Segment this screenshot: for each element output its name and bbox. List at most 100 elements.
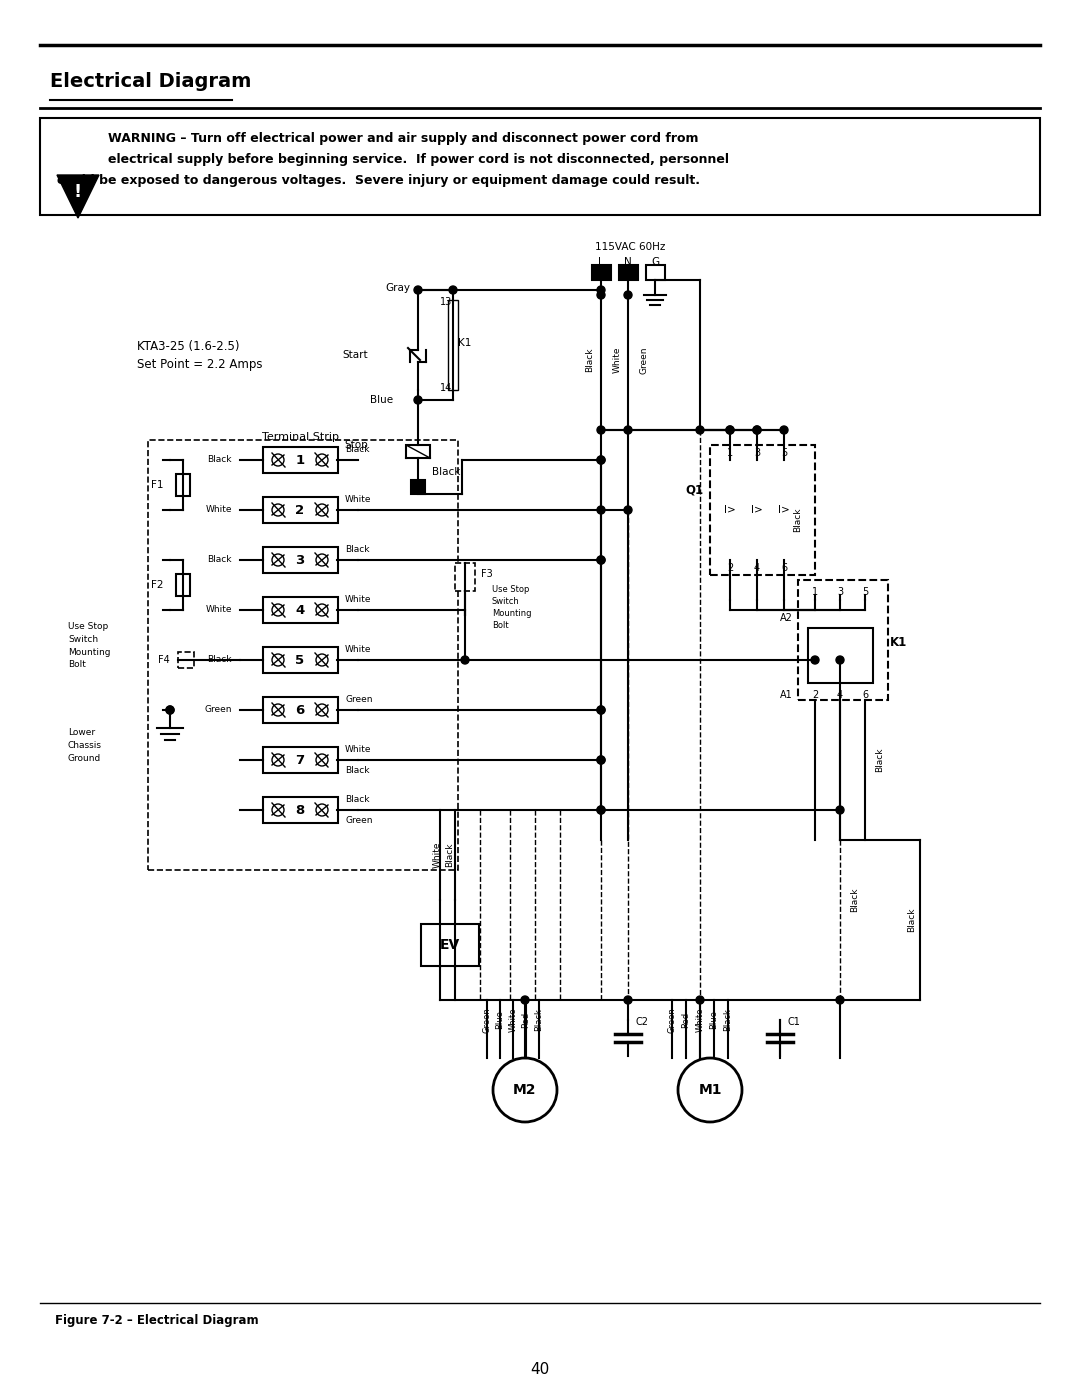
Circle shape xyxy=(597,705,605,714)
Bar xyxy=(262,497,337,522)
Text: White: White xyxy=(345,645,372,654)
Text: Green: Green xyxy=(483,1007,491,1032)
Text: EV: EV xyxy=(440,937,460,951)
Circle shape xyxy=(624,506,632,514)
Bar xyxy=(710,446,815,576)
Circle shape xyxy=(597,506,605,514)
Circle shape xyxy=(753,426,761,434)
Circle shape xyxy=(836,996,843,1004)
Circle shape xyxy=(753,426,761,434)
Text: Stop: Stop xyxy=(345,440,368,450)
Text: 4: 4 xyxy=(295,604,305,616)
Circle shape xyxy=(696,426,704,434)
Text: Ground: Ground xyxy=(68,754,102,763)
Text: Black: Black xyxy=(432,467,460,476)
Text: Bolt: Bolt xyxy=(68,659,86,669)
Circle shape xyxy=(492,1058,557,1122)
Circle shape xyxy=(597,806,605,814)
Circle shape xyxy=(316,754,328,766)
Text: F4: F4 xyxy=(159,655,170,665)
Text: Black: Black xyxy=(345,766,369,775)
Circle shape xyxy=(726,426,734,434)
Bar xyxy=(619,264,637,279)
Circle shape xyxy=(597,455,605,464)
Text: Black: Black xyxy=(207,655,232,665)
Text: Black: Black xyxy=(207,455,232,464)
Text: Start: Start xyxy=(342,351,368,360)
Bar xyxy=(455,563,475,591)
Text: Black: Black xyxy=(851,887,860,912)
Text: 1: 1 xyxy=(812,587,818,597)
Circle shape xyxy=(272,504,284,515)
Circle shape xyxy=(780,426,788,434)
Text: 40: 40 xyxy=(530,1362,550,1377)
Bar xyxy=(262,747,337,773)
Text: 4: 4 xyxy=(837,690,843,700)
Text: Set Point = 2.2 Amps: Set Point = 2.2 Amps xyxy=(137,358,262,372)
Bar xyxy=(262,798,337,823)
Text: Blue: Blue xyxy=(710,1010,718,1030)
Circle shape xyxy=(272,604,284,616)
Text: White: White xyxy=(345,745,372,754)
Text: White: White xyxy=(509,1007,517,1032)
Circle shape xyxy=(597,756,605,764)
Text: M1: M1 xyxy=(699,1083,721,1097)
Bar xyxy=(448,300,458,390)
Text: A2: A2 xyxy=(780,613,793,623)
Text: 115VAC 60Hz: 115VAC 60Hz xyxy=(595,242,665,251)
Text: F1: F1 xyxy=(150,481,163,490)
Text: 2: 2 xyxy=(812,690,819,700)
Text: Electrical Diagram: Electrical Diagram xyxy=(50,73,252,91)
Circle shape xyxy=(597,291,605,299)
Circle shape xyxy=(811,657,819,664)
Circle shape xyxy=(272,654,284,666)
Bar xyxy=(411,481,426,495)
Circle shape xyxy=(597,806,605,814)
Text: White: White xyxy=(205,605,232,615)
Bar xyxy=(592,264,610,279)
Circle shape xyxy=(316,654,328,666)
Bar xyxy=(421,923,480,965)
Circle shape xyxy=(414,395,422,404)
Circle shape xyxy=(836,657,843,664)
Text: F3: F3 xyxy=(481,569,492,578)
Circle shape xyxy=(597,426,605,434)
Bar xyxy=(798,580,888,700)
Circle shape xyxy=(316,704,328,717)
Circle shape xyxy=(597,286,605,293)
Bar xyxy=(808,627,873,683)
Text: !: ! xyxy=(73,183,82,201)
Text: 1: 1 xyxy=(296,454,305,467)
Text: White: White xyxy=(612,346,621,373)
Text: Terminal Strip: Terminal Strip xyxy=(261,432,338,441)
Text: Mounting: Mounting xyxy=(68,648,110,657)
Text: 6: 6 xyxy=(781,563,787,573)
Text: could be exposed to dangerous voltages.  Severe injury or equipment damage could: could be exposed to dangerous voltages. … xyxy=(57,175,700,187)
Circle shape xyxy=(166,705,174,714)
Text: Chassis: Chassis xyxy=(68,740,102,750)
Text: Lower: Lower xyxy=(68,728,95,738)
Circle shape xyxy=(624,426,632,434)
Text: K1: K1 xyxy=(890,637,907,650)
Bar xyxy=(40,117,1040,215)
Text: 3: 3 xyxy=(295,553,305,567)
Circle shape xyxy=(597,756,605,764)
Circle shape xyxy=(272,805,284,816)
Text: 13: 13 xyxy=(440,298,453,307)
Text: F2: F2 xyxy=(150,580,163,590)
Text: Black: Black xyxy=(794,507,802,532)
Text: Figure 7-2 – Electrical Diagram: Figure 7-2 – Electrical Diagram xyxy=(55,1315,258,1327)
Bar xyxy=(646,264,664,279)
Text: Black: Black xyxy=(345,446,369,454)
Text: Mounting: Mounting xyxy=(492,609,531,617)
Circle shape xyxy=(678,1058,742,1122)
Text: Black: Black xyxy=(345,795,369,805)
Bar xyxy=(176,474,190,496)
Text: I>: I> xyxy=(751,504,762,515)
Text: White: White xyxy=(432,842,442,869)
Text: Use Stop: Use Stop xyxy=(492,585,529,594)
Text: WARNING – Turn off electrical power and air supply and disconnect power cord fro: WARNING – Turn off electrical power and … xyxy=(108,131,699,145)
Text: Green: Green xyxy=(667,1007,676,1032)
Bar xyxy=(178,652,194,668)
Circle shape xyxy=(316,604,328,616)
